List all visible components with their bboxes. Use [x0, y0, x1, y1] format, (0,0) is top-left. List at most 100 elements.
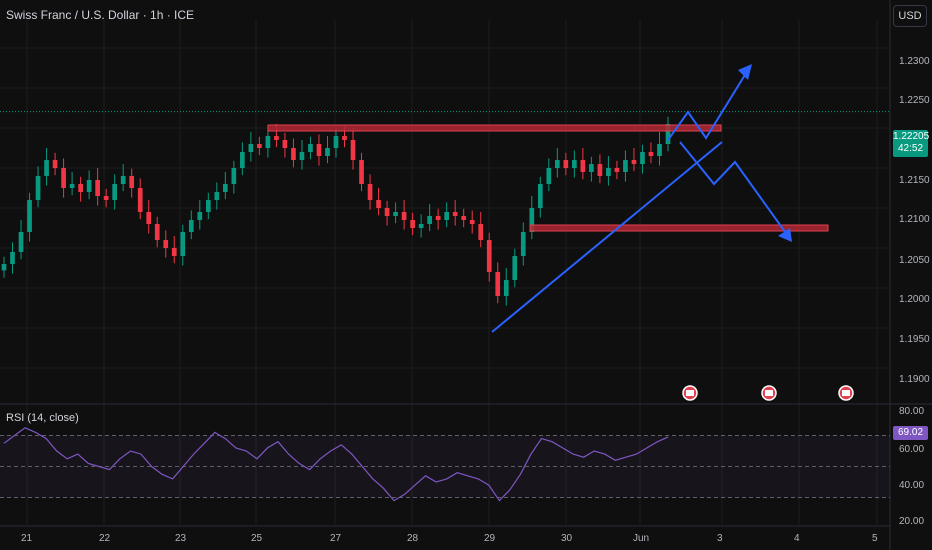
- candle: [214, 192, 220, 200]
- rsi-title: RSI (14, close): [6, 412, 79, 424]
- candle: [231, 168, 237, 184]
- price-label: 1.1950: [899, 334, 930, 345]
- candle: [657, 144, 662, 156]
- candle: [427, 216, 432, 224]
- candle: [78, 184, 83, 192]
- rsi-value-tag: 69.02: [893, 426, 928, 440]
- candle: [606, 168, 611, 176]
- candle: [27, 200, 32, 232]
- candle: [640, 152, 645, 164]
- candle: [44, 160, 49, 176]
- candle: [61, 168, 66, 188]
- candle: [563, 160, 569, 168]
- candle: [631, 160, 637, 164]
- candle: [205, 200, 211, 212]
- trendline: [491, 141, 723, 333]
- event-flag-icon: [686, 390, 694, 396]
- time-label: 4: [794, 533, 800, 544]
- candle: [112, 184, 118, 200]
- candle: [452, 212, 458, 216]
- candle: [257, 144, 262, 148]
- time-label: 29: [484, 533, 496, 544]
- event-flag-icon: [842, 390, 850, 396]
- candle: [589, 164, 594, 172]
- candle: [478, 224, 484, 240]
- currency-button[interactable]: USD: [893, 5, 927, 27]
- bullish-arrowhead: [738, 64, 752, 80]
- candle: [503, 280, 509, 296]
- candle: [86, 180, 92, 192]
- rsi-axis-label: 40.00: [899, 480, 925, 491]
- bullish-path: [667, 69, 749, 141]
- candle: [614, 168, 620, 172]
- candle: [495, 272, 501, 296]
- bearish-arrowhead: [778, 228, 792, 242]
- candle: [120, 176, 126, 184]
- candle: [554, 160, 560, 168]
- candle: [137, 188, 143, 212]
- rsi-line: [3, 427, 669, 502]
- candle: [163, 240, 169, 248]
- candle: [444, 212, 450, 220]
- candle: [69, 184, 75, 188]
- candle: [461, 216, 467, 220]
- candle: [18, 232, 24, 252]
- candle: [486, 240, 492, 272]
- candle: [401, 212, 407, 220]
- candle: [333, 136, 339, 148]
- candle: [248, 144, 254, 152]
- time-label: 3: [717, 533, 723, 544]
- candle: [265, 136, 271, 148]
- candle: [291, 148, 296, 160]
- candle: [435, 216, 441, 220]
- event-flag-icon: [765, 390, 773, 396]
- candle: [520, 232, 526, 256]
- candle: [359, 160, 364, 184]
- candle: [308, 144, 313, 152]
- time-label: 27: [330, 533, 342, 544]
- price-label: 1.1900: [899, 374, 930, 385]
- candle: [529, 208, 535, 232]
- candle: [325, 148, 330, 156]
- candle: [367, 184, 373, 200]
- support-zone: [529, 224, 829, 232]
- candle: [418, 224, 424, 228]
- rsi-axis-label: 80.00: [899, 406, 925, 417]
- candle: [512, 256, 518, 280]
- candle: [623, 160, 628, 172]
- current-price-tag: 1.22205 42:52: [893, 130, 929, 157]
- candle: [52, 160, 58, 168]
- candle-countdown: 42:52: [897, 143, 924, 154]
- candle: [537, 184, 543, 208]
- candle: [384, 208, 390, 216]
- candle: [146, 212, 152, 224]
- candle: [154, 224, 160, 240]
- time-label: Jun: [633, 533, 650, 544]
- time-label: 30: [561, 533, 573, 544]
- candle: [572, 160, 577, 168]
- candle: [393, 212, 398, 216]
- price-label: 1.2150: [899, 175, 930, 186]
- rsi-axis-label: 60.00: [899, 444, 925, 455]
- time-label: 22: [99, 533, 111, 544]
- candle: [10, 252, 15, 264]
- candle: [103, 196, 109, 200]
- candle: [95, 180, 100, 196]
- candle: [197, 212, 203, 220]
- candle: [240, 152, 245, 168]
- candle: [316, 144, 322, 156]
- candle: [376, 200, 381, 208]
- symbol-title: Swiss Franc / U.S. Dollar · 1h · ICE: [6, 8, 195, 22]
- candle: [1, 264, 7, 271]
- candle: [222, 184, 228, 192]
- candle: [188, 220, 194, 232]
- candle: [546, 168, 552, 184]
- candle: [580, 160, 586, 172]
- candle: [282, 140, 288, 148]
- time-label: 23: [175, 533, 187, 544]
- time-label: 25: [251, 533, 263, 544]
- candle: [469, 220, 475, 224]
- price-label: 1.2050: [899, 255, 930, 266]
